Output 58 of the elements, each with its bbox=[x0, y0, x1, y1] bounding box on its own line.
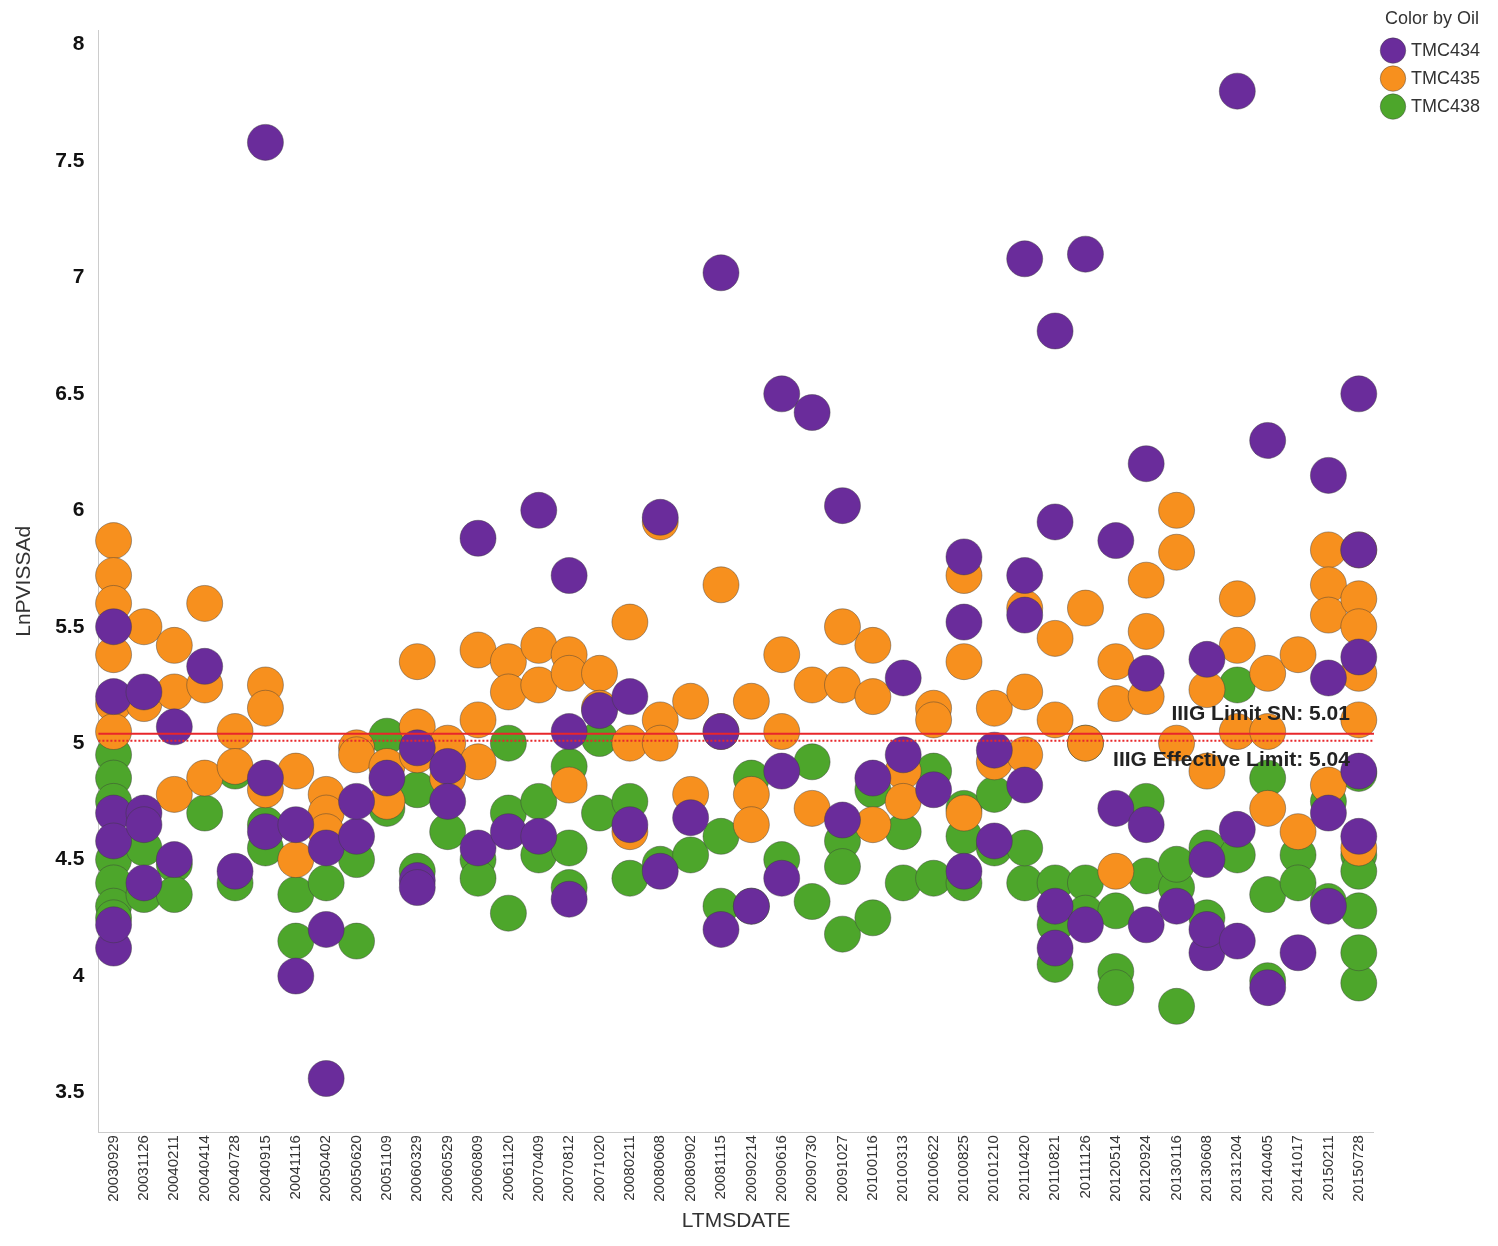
x-tick-label: 20030929 bbox=[103, 1135, 121, 1202]
x-tick-label: 20040211 bbox=[164, 1135, 182, 1201]
x-tick-label: 20040915 bbox=[255, 1135, 273, 1202]
x-tick-label: 20050620 bbox=[346, 1135, 364, 1202]
x-tick-label: 20140405 bbox=[1257, 1135, 1275, 1202]
legend-label: TMC434 bbox=[1410, 39, 1481, 60]
x-tick-label: 20061120 bbox=[498, 1135, 516, 1201]
x-tick-label: 20081115 bbox=[711, 1135, 729, 1200]
y-tick-label: 8 bbox=[72, 31, 85, 55]
x-tick-label: 20071020 bbox=[589, 1135, 607, 1202]
x-tick-label: 20150211 bbox=[1318, 1135, 1336, 1201]
x-tick-label: 20111126 bbox=[1075, 1135, 1093, 1199]
x-tick-label: 20060529 bbox=[437, 1135, 455, 1202]
y-tick-label: 5.5 bbox=[55, 613, 85, 637]
x-tick-label: 20041116 bbox=[285, 1135, 303, 1200]
x-tick-label: 20110821 bbox=[1045, 1135, 1063, 1201]
x-tick-label: 20050402 bbox=[316, 1135, 334, 1202]
y-tick-label: 6.5 bbox=[55, 380, 85, 404]
x-tick-label: 20090730 bbox=[802, 1135, 820, 1202]
y-tick-label: 7.5 bbox=[55, 147, 85, 171]
x-tick-label: 20100313 bbox=[893, 1135, 911, 1202]
x-tick-label: 20080211 bbox=[620, 1135, 638, 1201]
x-tick-label: 20131204 bbox=[1227, 1135, 1245, 1202]
x-tick-label: 20141017 bbox=[1288, 1135, 1306, 1202]
x-tick-label: 20100116 bbox=[863, 1135, 880, 1201]
x-tick-label: 20150728 bbox=[1348, 1135, 1366, 1202]
x-tick-label: 20080608 bbox=[650, 1135, 668, 1202]
x-tick-label: 20130608 bbox=[1197, 1135, 1215, 1202]
x-tick-label: 20070409 bbox=[528, 1135, 546, 1202]
x-tick-label: 20040728 bbox=[225, 1135, 243, 1202]
x-tick-label: 20090616 bbox=[771, 1135, 789, 1202]
legend-title: Color by Oil bbox=[1384, 7, 1480, 28]
x-tick-label: 20060809 bbox=[468, 1135, 486, 1202]
y-tick-label: 3.5 bbox=[55, 1079, 85, 1103]
x-tick-label: 20101210 bbox=[984, 1135, 1002, 1202]
x-tick-label: 20110420 bbox=[1014, 1135, 1032, 1201]
y-tick-label: 7 bbox=[72, 264, 85, 288]
x-tick-label: 20040414 bbox=[194, 1135, 212, 1202]
x-tick-label: 20130116 bbox=[1166, 1135, 1184, 1201]
x-tick-label: 20091027 bbox=[832, 1135, 850, 1202]
y-tick-label: 4.5 bbox=[55, 846, 85, 870]
x-tick-label: 20051109 bbox=[377, 1135, 395, 1201]
legend-label: TMC435 bbox=[1410, 67, 1481, 88]
x-tick-label: 20060329 bbox=[407, 1135, 425, 1202]
x-tick-label: 20120514 bbox=[1105, 1135, 1123, 1202]
x-tick-label: 20120924 bbox=[1136, 1135, 1154, 1202]
x-tick-label: 20100825 bbox=[954, 1135, 972, 1202]
x-tick-label: 20090214 bbox=[741, 1135, 759, 1202]
x-tick-label: 20070812 bbox=[559, 1135, 577, 1202]
y-tick-label: 4 bbox=[72, 962, 85, 986]
x-tick-label: 20080902 bbox=[680, 1135, 698, 1202]
x-tick-label: 20031126 bbox=[134, 1135, 152, 1201]
y-tick-label: 6 bbox=[72, 497, 85, 521]
x-axis-title: LTMSDATE bbox=[681, 1208, 791, 1232]
x-tick-label: 20100622 bbox=[923, 1135, 941, 1202]
y-axis-title: LnPVISSAd bbox=[11, 525, 35, 637]
y-tick-label: 5 bbox=[72, 729, 85, 753]
legend-label: TMC438 bbox=[1410, 95, 1481, 116]
